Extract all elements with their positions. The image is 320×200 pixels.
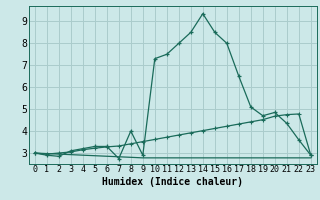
X-axis label: Humidex (Indice chaleur): Humidex (Indice chaleur) — [102, 177, 243, 187]
